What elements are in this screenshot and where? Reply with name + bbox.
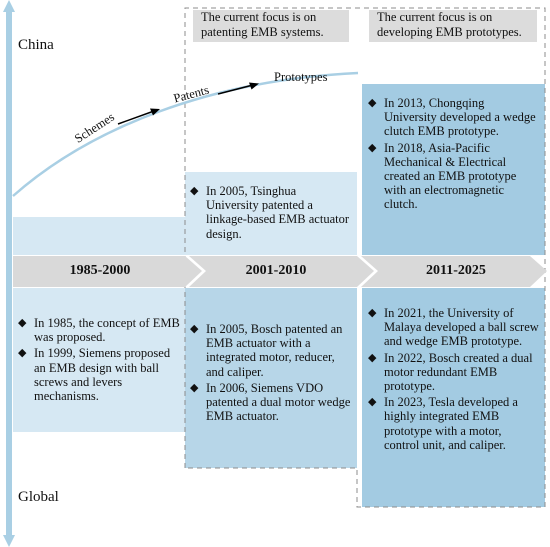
global-2001-2010-bullets: In 2005, Bosch patented an EMB actuator … <box>190 322 352 425</box>
bullet-item: In 2018, Asia-Pacific Mechanical & Elect… <box>368 141 540 212</box>
period-label-2001-2010: 2001-2010 <box>245 263 307 278</box>
bullet-item: In 1999, Siemens proposed an EMB design … <box>18 346 182 403</box>
global-2011-2025-bullets: In 2021, the University of Malaya develo… <box>368 306 540 454</box>
bullet-item: In 1985, the concept of EMB was proposed… <box>18 316 182 344</box>
axis-label-global: Global <box>18 489 59 505</box>
axis-label-china: China <box>18 37 54 53</box>
bullet-item: In 2005, Tsinghua University patented a … <box>190 184 352 241</box>
focus-note-prototypes: The current focus is on developing EMB p… <box>369 10 537 42</box>
global-1985-2000-bullets: In 1985, the concept of EMB was proposed… <box>18 316 182 405</box>
china-2011-2025-bullets: In 2013, Chongqing University developed … <box>368 96 540 214</box>
band-segment-2001-2010 <box>189 256 374 287</box>
trend-curve <box>12 71 359 197</box>
bullet-item: In 2013, Chongqing University developed … <box>368 96 540 139</box>
dashed-region-outline <box>184 7 546 508</box>
trend-label-prototypes: Prototypes <box>274 70 328 84</box>
band-segment-1985-2000 <box>13 256 202 287</box>
focus-note-patents: The current focus is on patenting EMB sy… <box>193 10 349 42</box>
vertical-axis-arrow <box>3 0 15 547</box>
band-segment-2011-2025 <box>361 256 547 287</box>
bullet-item: In 2022, Bosch created a dual motor redu… <box>368 351 540 394</box>
arrow-patents-to-prototypes <box>217 84 254 95</box>
period-label-2011-2025: 2011-2025 <box>426 263 486 278</box>
bullet-item: In 2021, the University of Malaya develo… <box>368 306 540 349</box>
bullet-item: In 2023, Tesla developed a highly integr… <box>368 395 540 452</box>
bullet-item: In 2006, Siemens VDO patented a dual mot… <box>190 381 352 424</box>
china-1985-2000-box <box>13 217 185 255</box>
arrow-schemes-to-patents <box>117 110 155 125</box>
bullet-item: In 2005, Bosch patented an EMB actuator … <box>190 322 352 379</box>
period-label-1985-2000: 1985-2000 <box>69 263 131 278</box>
china-2001-2010-bullets: In 2005, Tsinghua University patented a … <box>190 184 352 243</box>
